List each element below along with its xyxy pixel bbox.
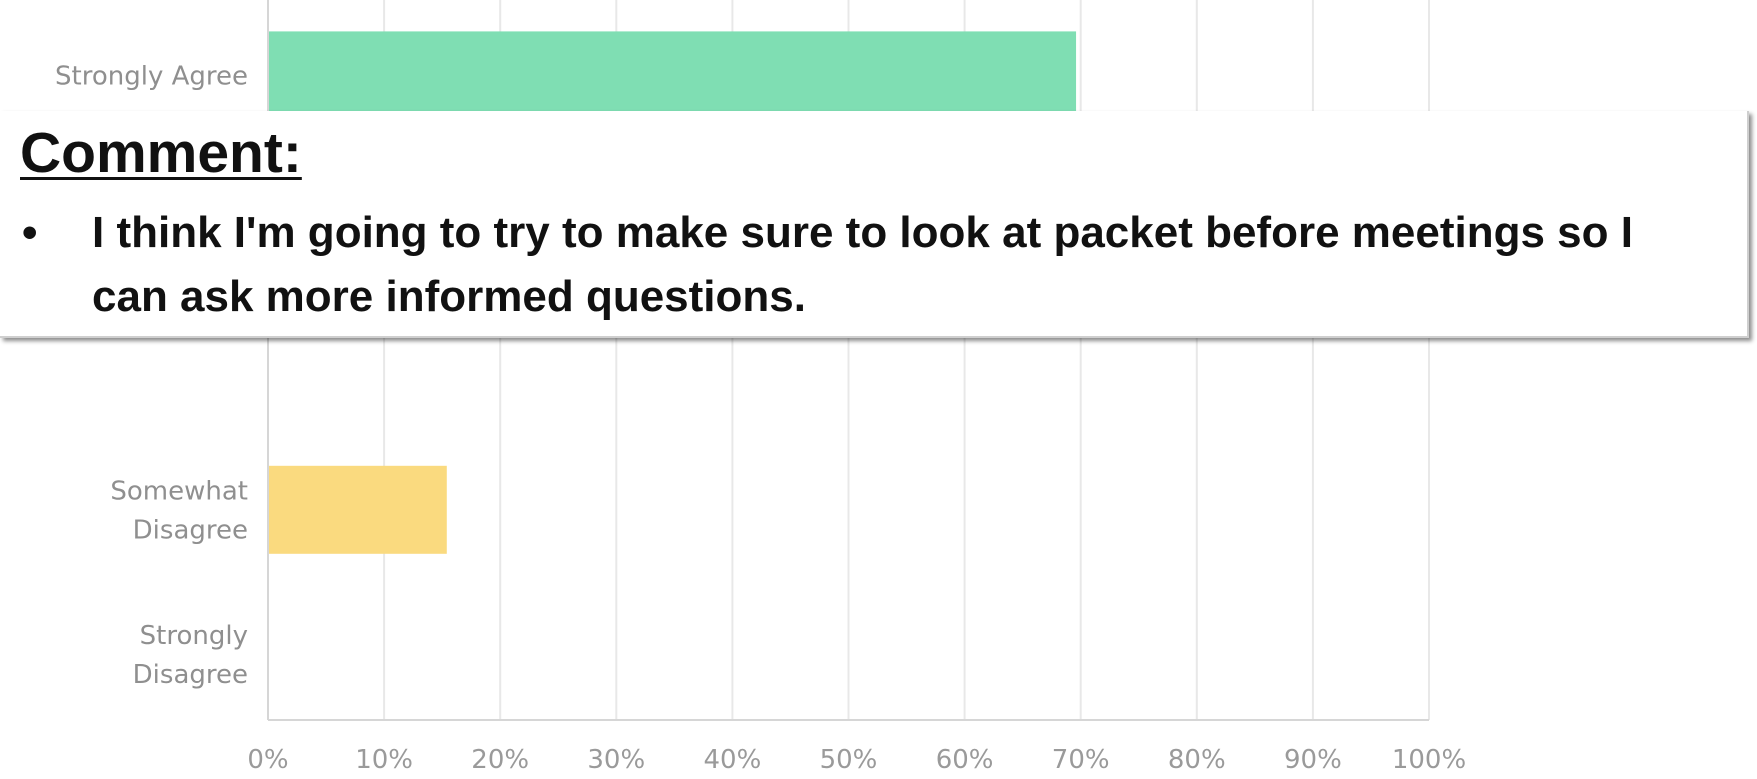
- x-tick-label: 40%: [704, 745, 762, 775]
- x-tick-label: 80%: [1168, 745, 1226, 775]
- category-label: Disagree: [133, 515, 248, 545]
- comment-box: Comment: • I think I'm going to try to m…: [0, 111, 1749, 338]
- x-tick-label: 20%: [471, 745, 529, 775]
- category-label: Somewhat: [110, 476, 248, 506]
- category-label: Strongly Agree: [55, 61, 248, 91]
- x-tick-label: 70%: [1052, 745, 1110, 775]
- x-tick-label: 60%: [936, 745, 994, 775]
- x-tick-label: 30%: [587, 745, 645, 775]
- x-tick-label: 0%: [247, 745, 288, 775]
- x-tick-label: 90%: [1284, 745, 1342, 775]
- comment-text: I think I'm going to try to make sure to…: [92, 208, 1633, 321]
- category-labels: Strongly Agree Somewhat Disagree Strongly Di…: [55, 61, 248, 690]
- x-tick-label: 10%: [355, 745, 413, 775]
- bar: [269, 465, 447, 554]
- x-tick-labels: 0% 10% 20% 30% 40% 50% 60% 70% 80% 90% 100%: [247, 745, 1466, 775]
- x-tick-label: 100%: [1392, 745, 1466, 775]
- comment-title: Comment:: [20, 121, 302, 185]
- bullet-icon: •: [22, 208, 38, 257]
- x-tick-label: 50%: [820, 745, 878, 775]
- category-label: Strongly: [140, 621, 248, 651]
- category-label: Disagree: [133, 660, 248, 690]
- bar: [269, 31, 1077, 120]
- bars: [269, 31, 1077, 554]
